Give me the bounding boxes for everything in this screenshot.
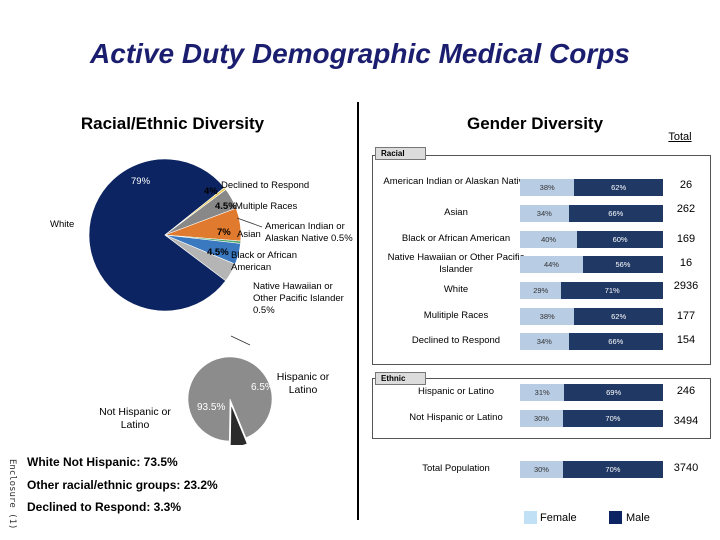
row-label-declined: Declined to Respond <box>411 335 501 346</box>
ethnic-group-tag: Ethnic <box>375 372 426 385</box>
bar-male-asian: 66% <box>568 205 663 222</box>
not-hispanic-pct-label: 93.5% <box>197 402 226 413</box>
bar-male-hispanic: 69% <box>564 384 663 401</box>
hawaiian-leader-line <box>230 335 251 346</box>
racial-slice-white <box>88 158 227 312</box>
legend-male-label: Male <box>626 512 650 524</box>
bar-female-american-indian: 38% <box>520 179 575 196</box>
bar-male-declined: 66% <box>568 333 663 350</box>
summary-white-not-hispanic: White Not Hispanic: 73.5% <box>27 455 178 469</box>
racial-slice-declined-to-respond <box>164 234 236 282</box>
row-label-american-indian: American Indian or Alaskan Native <box>383 176 529 187</box>
multiple-pct-label: 4.5% <box>215 201 237 212</box>
black-pct-label: 4.5% <box>207 247 229 258</box>
bar-male-native-hawaiian: 56% <box>582 256 663 273</box>
enclosure-label: Enclosure (1) <box>7 459 17 530</box>
bar-female-asian: 34% <box>520 205 569 222</box>
multiple-label: Multiple Races <box>235 201 298 212</box>
total-declined: 154 <box>676 334 696 346</box>
bar-female-native-hawaiian: 44% <box>520 256 583 273</box>
bar-male-total-population: 70% <box>562 461 663 478</box>
bar-female-multiple: 38% <box>520 308 575 325</box>
asian-pct-label: 7% <box>217 227 231 238</box>
hispanic-label: Hispanic or Latino <box>276 371 330 396</box>
row-label-black: Black or African American <box>401 233 511 244</box>
american-indian-leader-line <box>236 217 263 228</box>
total-black: 169 <box>676 233 696 245</box>
not-hispanic-label: Not Hispanic or Latino <box>99 406 171 431</box>
white-label: White <box>50 219 75 230</box>
hispanic-pct-label: 6.5% <box>251 382 274 393</box>
ethnic-pie-chart <box>187 356 273 445</box>
total-asian: 262 <box>676 203 696 215</box>
legend-male-swatch <box>609 511 622 524</box>
row-label-white: White <box>443 284 469 295</box>
total-native-hawaiian: 16 <box>679 257 693 269</box>
ethnic-group-box <box>372 378 711 439</box>
bar-female-not-hispanic: 30% <box>520 410 563 427</box>
declined-pct-label: 4% <box>204 186 218 197</box>
racial-pie-chart <box>88 158 263 346</box>
divider <box>357 102 359 520</box>
gender-diversity-title: Gender Diversity <box>466 114 604 133</box>
total-header: Total <box>668 131 692 143</box>
total-multiple: 177 <box>676 310 696 322</box>
american-indian-label: American Indian or Alaskan Native 0.5% <box>265 221 353 244</box>
row-label-native-hawaiian: Native Hawaiian or Other Pacific Islande… <box>387 252 525 275</box>
bar-male-black: 60% <box>577 231 663 248</box>
bar-female-declined: 34% <box>520 333 569 350</box>
bar-male-american-indian: 62% <box>574 179 663 196</box>
legend-female-swatch <box>524 511 537 524</box>
summary-other-groups: Other racial/ethnic groups: 23.2% <box>27 478 218 492</box>
total-hispanic: 246 <box>676 385 696 397</box>
row-label-hispanic: Hispanic or Latino <box>417 386 495 397</box>
total-total-population: 3740 <box>673 462 699 474</box>
row-label-multiple: Mulitiple Races <box>423 310 489 321</box>
total-american-indian: 26 <box>679 179 693 191</box>
bar-male-not-hispanic: 70% <box>562 410 663 427</box>
racial-group-box <box>372 155 711 365</box>
page-title: Active Duty Demographic Medical Corps <box>90 38 630 69</box>
bar-female-black: 40% <box>520 231 578 248</box>
row-label-not-hispanic: Not Hispanic or Latino <box>409 412 503 423</box>
bar-female-white: 29% <box>520 282 562 299</box>
white-pct-label: 79% <box>131 176 151 187</box>
row-label-asian: Asian <box>444 207 468 218</box>
bar-male-white: 71% <box>561 282 663 299</box>
row-label-total-population: Total Population <box>422 463 490 474</box>
declined-label: Declined to Respond <box>221 180 310 191</box>
summary-declined: Declined to Respond: 3.3% <box>27 500 182 514</box>
asian-label: Asian <box>237 229 261 240</box>
native-hawaiian-label: Native Hawaiian or Other Pacific Islande… <box>253 281 344 316</box>
racial-group-tag: Racial <box>375 147 426 160</box>
black-label: Black or African American <box>231 250 297 273</box>
bar-female-total-population: 30% <box>520 461 563 478</box>
ethnic-slice-hispanic-or-latino <box>230 404 248 445</box>
bar-male-multiple: 62% <box>574 308 663 325</box>
bar-female-hispanic: 31% <box>520 384 565 401</box>
ethnic-slice-not-hispanic-or-latino <box>187 356 273 442</box>
legend-female-label: Female <box>540 512 577 524</box>
total-white: 2936 <box>673 280 699 292</box>
total-not-hispanic: 3494 <box>673 415 699 427</box>
racial-ethnic-title: Racial/Ethnic Diversity <box>80 114 265 133</box>
